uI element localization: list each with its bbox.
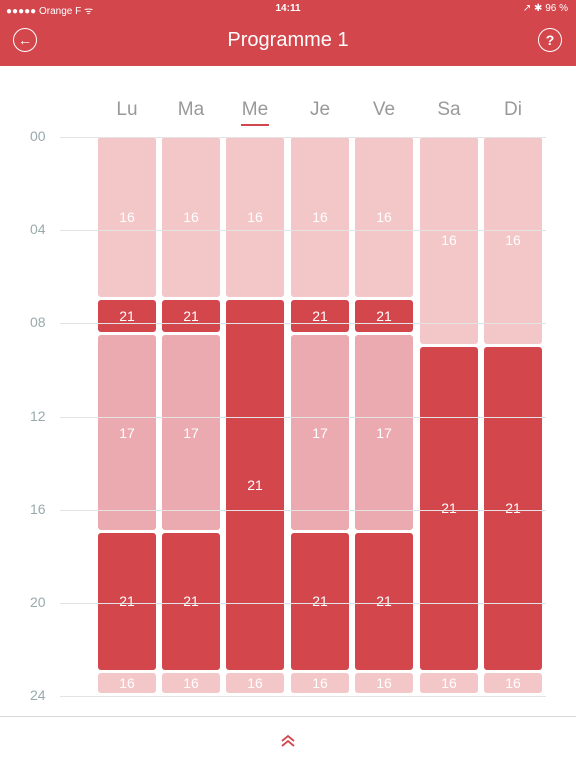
schedule-block[interactable]: 16 [355, 137, 413, 298]
day-monday[interactable]: Lu [116, 99, 138, 120]
hour-label: 04 [30, 221, 46, 238]
hour-gridline [60, 696, 546, 698]
schedule-block[interactable]: 21 [98, 533, 156, 670]
hour-label: 08 [30, 314, 46, 331]
schedule-block[interactable]: 16 [98, 137, 156, 298]
hour-gridline [60, 323, 546, 325]
nav-bar: ← Programme 1 ? [0, 17, 576, 66]
schedule-block[interactable]: 17 [355, 335, 413, 531]
schedule-block[interactable]: 16 [162, 672, 220, 694]
hour-label: 12 [30, 407, 46, 424]
hour-gridline [60, 137, 546, 138]
schedule-block[interactable]: 21 [355, 533, 413, 670]
schedule-block[interactable]: 21 [226, 300, 284, 670]
schedule-block[interactable]: 17 [162, 335, 220, 531]
hour-label: 16 [30, 500, 46, 517]
day-wednesday[interactable]: Me [226, 99, 284, 126]
schedule-block[interactable]: 16 [162, 137, 220, 298]
schedule-block[interactable]: 16 [98, 672, 156, 694]
schedule-block[interactable]: 16 [484, 137, 542, 344]
schedule-block[interactable]: 16 [355, 672, 413, 694]
schedule-block[interactable]: 16 [226, 137, 284, 298]
schedule-block[interactable]: 21 [162, 533, 220, 670]
day-saturday[interactable]: Sa [437, 99, 461, 120]
schedule-block[interactable]: 16 [291, 672, 349, 694]
day-thursday[interactable]: Je [309, 99, 331, 120]
schedule-block[interactable]: 16 [226, 672, 284, 694]
help-icon[interactable]: ? [538, 28, 562, 52]
selected-day-underline [241, 124, 269, 126]
schedule-block[interactable]: 16 [484, 672, 542, 694]
schedule-block[interactable]: 21 [162, 300, 220, 333]
schedule-block[interactable]: 16 [291, 137, 349, 298]
back-arrow-icon[interactable]: ← [13, 28, 37, 52]
footer-bar [0, 716, 576, 769]
hour-gridline [60, 230, 546, 232]
schedule-block[interactable]: 21 [291, 533, 349, 670]
hour-gridline [60, 416, 546, 418]
hour-label: 20 [30, 594, 46, 610]
schedule-block[interactable]: 21 [355, 300, 413, 333]
schedule-block[interactable]: 21 [291, 300, 349, 333]
day-wednesday-label: Me [241, 99, 269, 120]
schedule-block[interactable]: 21 [98, 300, 156, 333]
day-sunday[interactable]: Di [504, 99, 522, 120]
schedule-block[interactable]: 17 [291, 335, 349, 531]
schedule-block[interactable]: 21 [484, 346, 542, 670]
page-title: Programme 1 [227, 29, 349, 51]
day-tuesday[interactable]: Ma [177, 99, 205, 120]
hour-label: 00 [30, 128, 46, 144]
carrier-signal: ●●●●● Orange F ᯤ [6, 6, 94, 17]
status-time: 14:11 [275, 3, 301, 14]
hour-label: 24 [30, 687, 46, 704]
status-battery: ↗ ✱ 96 % [522, 3, 568, 14]
double-chevron-up-icon[interactable] [278, 731, 298, 751]
schedule-block[interactable]: 16 [420, 137, 478, 344]
status-bar: ●●●●● Orange F ᯤ 14:11 ↗ ✱ 96 % [0, 0, 576, 17]
hour-gridline [60, 603, 546, 604]
schedule-block[interactable]: 17 [98, 335, 156, 531]
schedule-block[interactable]: 16 [420, 672, 478, 694]
day-friday[interactable]: Ve [372, 99, 396, 120]
schedule-block[interactable]: 21 [420, 346, 478, 670]
hour-gridline [60, 509, 546, 511]
